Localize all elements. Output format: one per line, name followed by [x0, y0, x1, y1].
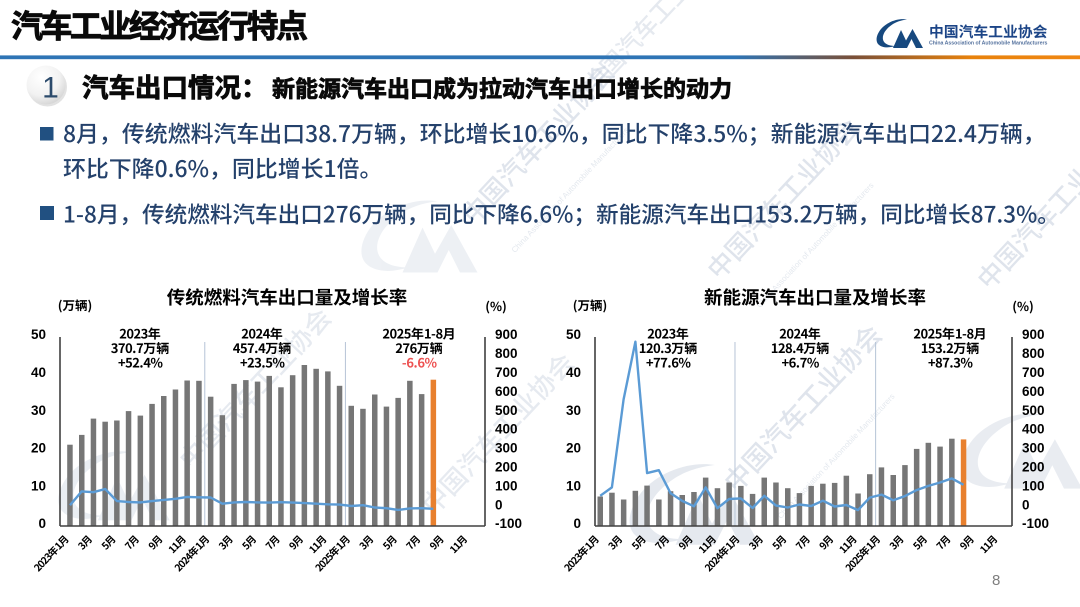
svg-text:40: 40 — [31, 365, 46, 380]
svg-text:20: 20 — [566, 441, 581, 456]
svg-text:1: 1 — [42, 72, 59, 105]
svg-text:40: 40 — [566, 365, 581, 380]
svg-text:600: 600 — [495, 384, 518, 399]
svg-text:200: 200 — [495, 460, 518, 475]
svg-text:500: 500 — [495, 403, 518, 418]
svg-text:800: 800 — [1022, 346, 1045, 361]
svg-text:30: 30 — [31, 403, 46, 418]
svg-text:20: 20 — [31, 441, 46, 456]
svg-text:-100: -100 — [495, 516, 522, 531]
svg-text:10: 10 — [566, 478, 581, 493]
svg-text:400: 400 — [495, 422, 518, 437]
svg-text:300: 300 — [495, 441, 518, 456]
svg-text:400: 400 — [1022, 422, 1045, 437]
svg-text:0: 0 — [1022, 497, 1030, 512]
svg-text:700: 700 — [495, 365, 518, 380]
svg-text:100: 100 — [495, 478, 518, 493]
svg-text:800: 800 — [495, 346, 518, 361]
svg-text:-100: -100 — [1022, 516, 1049, 531]
svg-text:0: 0 — [38, 516, 46, 531]
svg-text:700: 700 — [1022, 365, 1045, 380]
svg-text:8: 8 — [992, 572, 1000, 589]
svg-text:China Association of Automobil: China Association of Automobile Manufact… — [929, 41, 1047, 47]
svg-text:900: 900 — [495, 327, 518, 342]
svg-text:600: 600 — [1022, 384, 1045, 399]
svg-text:300: 300 — [1022, 441, 1045, 456]
svg-text:0: 0 — [495, 497, 503, 512]
svg-text:China Association of Automobil: China Association of Automobile Manufact… — [510, 126, 631, 255]
svg-text:50: 50 — [566, 327, 581, 342]
svg-text:10: 10 — [31, 478, 46, 493]
svg-text:100: 100 — [1022, 478, 1045, 493]
svg-text:50: 50 — [31, 327, 46, 342]
svg-text:200: 200 — [1022, 460, 1045, 475]
svg-text:0: 0 — [573, 516, 581, 531]
svg-text:30: 30 — [566, 403, 581, 418]
svg-text:500: 500 — [1022, 403, 1045, 418]
svg-text:900: 900 — [1022, 327, 1045, 342]
